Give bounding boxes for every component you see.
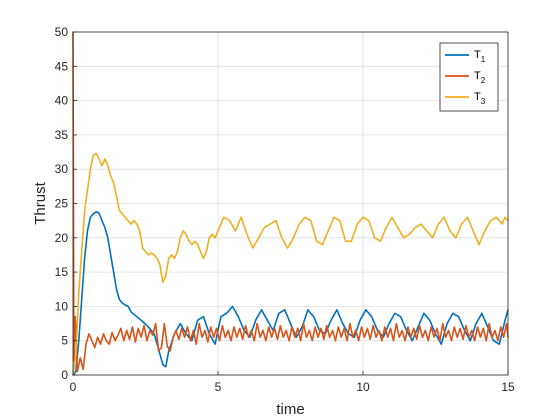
y-tick-label: 20 (55, 231, 69, 245)
y-tick-label: 15 (55, 265, 69, 279)
x-tick-label: 15 (501, 380, 515, 394)
legend-label: T3 (474, 91, 486, 106)
legend-label-subscript: 2 (481, 76, 486, 85)
series-line-t1 (72, 210, 509, 376)
legend-label-main: T (474, 70, 481, 82)
legend-label-subscript: 1 (481, 55, 486, 64)
y-tick-label: 25 (55, 197, 69, 211)
y-tick-label: 10 (55, 299, 69, 313)
legend-label-subscript: 3 (481, 97, 486, 106)
y-tick-label: 35 (55, 128, 69, 142)
series-layer (72, 31, 509, 376)
y-tick-label: 0 (61, 368, 68, 382)
x-tick-label: 5 (215, 380, 222, 394)
y-axis-title: Thrust (32, 181, 49, 224)
x-axis-title: time (276, 401, 304, 418)
x-tick-label: 10 (356, 380, 370, 394)
y-tick-label: 50 (55, 25, 69, 39)
legend-label: T1 (474, 49, 486, 64)
legend-label: T2 (474, 70, 486, 85)
x-tick-label: 0 (70, 380, 77, 394)
series-line-t3 (72, 152, 509, 376)
y-tick-label: 40 (55, 94, 69, 108)
ticks: 0 5 10 15 0 5 10 15 20 25 30 35 40 45 50 (55, 25, 515, 394)
y-tick-label: 45 (55, 59, 69, 73)
y-tick-label: 30 (55, 162, 69, 176)
series-line-t2 (72, 31, 509, 373)
y-tick-label: 5 (61, 334, 68, 348)
legend-box (439, 42, 499, 112)
legend-label-main: T (474, 91, 481, 103)
legend-label-main: T (474, 49, 481, 61)
